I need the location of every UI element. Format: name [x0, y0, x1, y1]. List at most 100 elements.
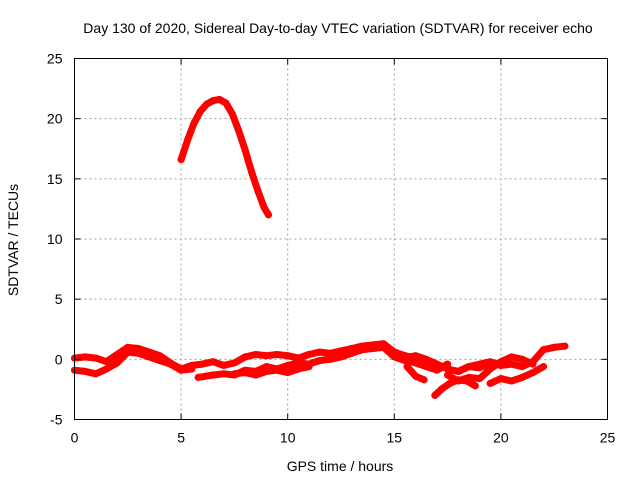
- data-point: [412, 372, 420, 380]
- data-point: [284, 352, 292, 360]
- series-band-i: [454, 342, 569, 375]
- data-point: [444, 365, 452, 373]
- data-point: [265, 211, 272, 219]
- data-point: [81, 367, 89, 375]
- data-point: [471, 382, 479, 390]
- data-point: [465, 373, 473, 381]
- data-point: [422, 363, 430, 371]
- data-point: [486, 365, 494, 373]
- data-point: [412, 352, 420, 360]
- data-point: [326, 349, 334, 357]
- data-point: [358, 346, 366, 354]
- data-point: [113, 359, 121, 367]
- x-tick-label: 0: [71, 430, 79, 446]
- data-point: [184, 136, 191, 144]
- y-tick-label: -5: [50, 412, 63, 428]
- data-point: [540, 363, 547, 371]
- data-point: [508, 360, 516, 368]
- data-point: [103, 365, 110, 373]
- data-point: [166, 360, 174, 368]
- data-point: [369, 345, 377, 352]
- data-point: [177, 366, 185, 374]
- y-tick-label: 15: [47, 171, 63, 187]
- series-band-d: [230, 363, 313, 379]
- x-tick-label: 25: [600, 430, 616, 446]
- data-point: [284, 369, 292, 377]
- data-point: [326, 355, 334, 363]
- data-point: [92, 370, 100, 378]
- y-tick-label: 5: [55, 291, 63, 307]
- data-point: [294, 365, 302, 373]
- data-point: [486, 358, 494, 366]
- data-point: [190, 120, 198, 127]
- data-point: [390, 353, 398, 361]
- data-point: [222, 99, 230, 107]
- data-point: [518, 363, 526, 371]
- data-point: [220, 370, 228, 378]
- data-point: [248, 168, 255, 176]
- data-point: [444, 371, 452, 379]
- tick-layer: 0 5 10 15 20 25 -5 0 5 10 15 20 25: [47, 51, 616, 446]
- data-point: [420, 376, 428, 384]
- data-point: [446, 379, 454, 387]
- series-band-j: [486, 363, 547, 387]
- data-point: [497, 375, 505, 383]
- data-point: [209, 358, 217, 366]
- data-point: [92, 354, 100, 362]
- series-band-b: [71, 348, 196, 378]
- data-point: [380, 343, 388, 351]
- x-tick-label: 5: [177, 430, 185, 446]
- data-point: [145, 353, 153, 361]
- data-point: [230, 370, 238, 378]
- series-arc-high: [177, 95, 272, 219]
- y-axis-title: SDTVAR / TECUs: [5, 184, 21, 296]
- data-point: [550, 343, 558, 351]
- data-point: [209, 97, 217, 105]
- data-point: [252, 351, 260, 358]
- data-point: [156, 357, 164, 364]
- data-point: [508, 377, 516, 385]
- data-point: [241, 353, 249, 361]
- data-point: [262, 367, 270, 375]
- data-point: [209, 371, 217, 379]
- data-point: [216, 95, 223, 103]
- data-point: [337, 353, 345, 361]
- data-point: [273, 351, 281, 358]
- data-point: [294, 359, 302, 367]
- data-point: [529, 358, 537, 366]
- data-point: [241, 369, 249, 377]
- y-tick-label: 10: [47, 231, 63, 247]
- data-point: [305, 351, 313, 358]
- data-point: [177, 156, 185, 164]
- x-tick-label: 10: [280, 430, 296, 446]
- data-point: [433, 360, 441, 368]
- data-point: [228, 110, 236, 118]
- data-point: [316, 348, 324, 356]
- series-layer: [71, 95, 569, 399]
- data-point: [529, 369, 537, 377]
- series-line: [486, 363, 547, 387]
- data-point: [135, 349, 142, 357]
- data-point: [188, 365, 196, 373]
- data-point: [262, 352, 270, 360]
- data-point: [454, 377, 462, 385]
- data-point: [454, 367, 462, 375]
- data-point: [198, 360, 206, 368]
- y-tick-label: 0: [55, 351, 63, 367]
- series-band-f: [403, 363, 428, 384]
- data-point: [412, 359, 420, 367]
- data-point: [316, 357, 324, 364]
- x-tick-label: 20: [493, 430, 509, 446]
- series-line: [177, 95, 272, 219]
- data-point: [254, 187, 262, 195]
- data-point: [476, 375, 484, 383]
- data-point: [476, 360, 484, 368]
- data-point: [103, 358, 110, 366]
- y-tick-label: 20: [47, 111, 63, 127]
- data-point: [196, 107, 204, 115]
- data-point: [401, 354, 409, 362]
- data-point: [203, 100, 211, 108]
- data-point: [465, 363, 473, 371]
- data-point: [561, 342, 569, 350]
